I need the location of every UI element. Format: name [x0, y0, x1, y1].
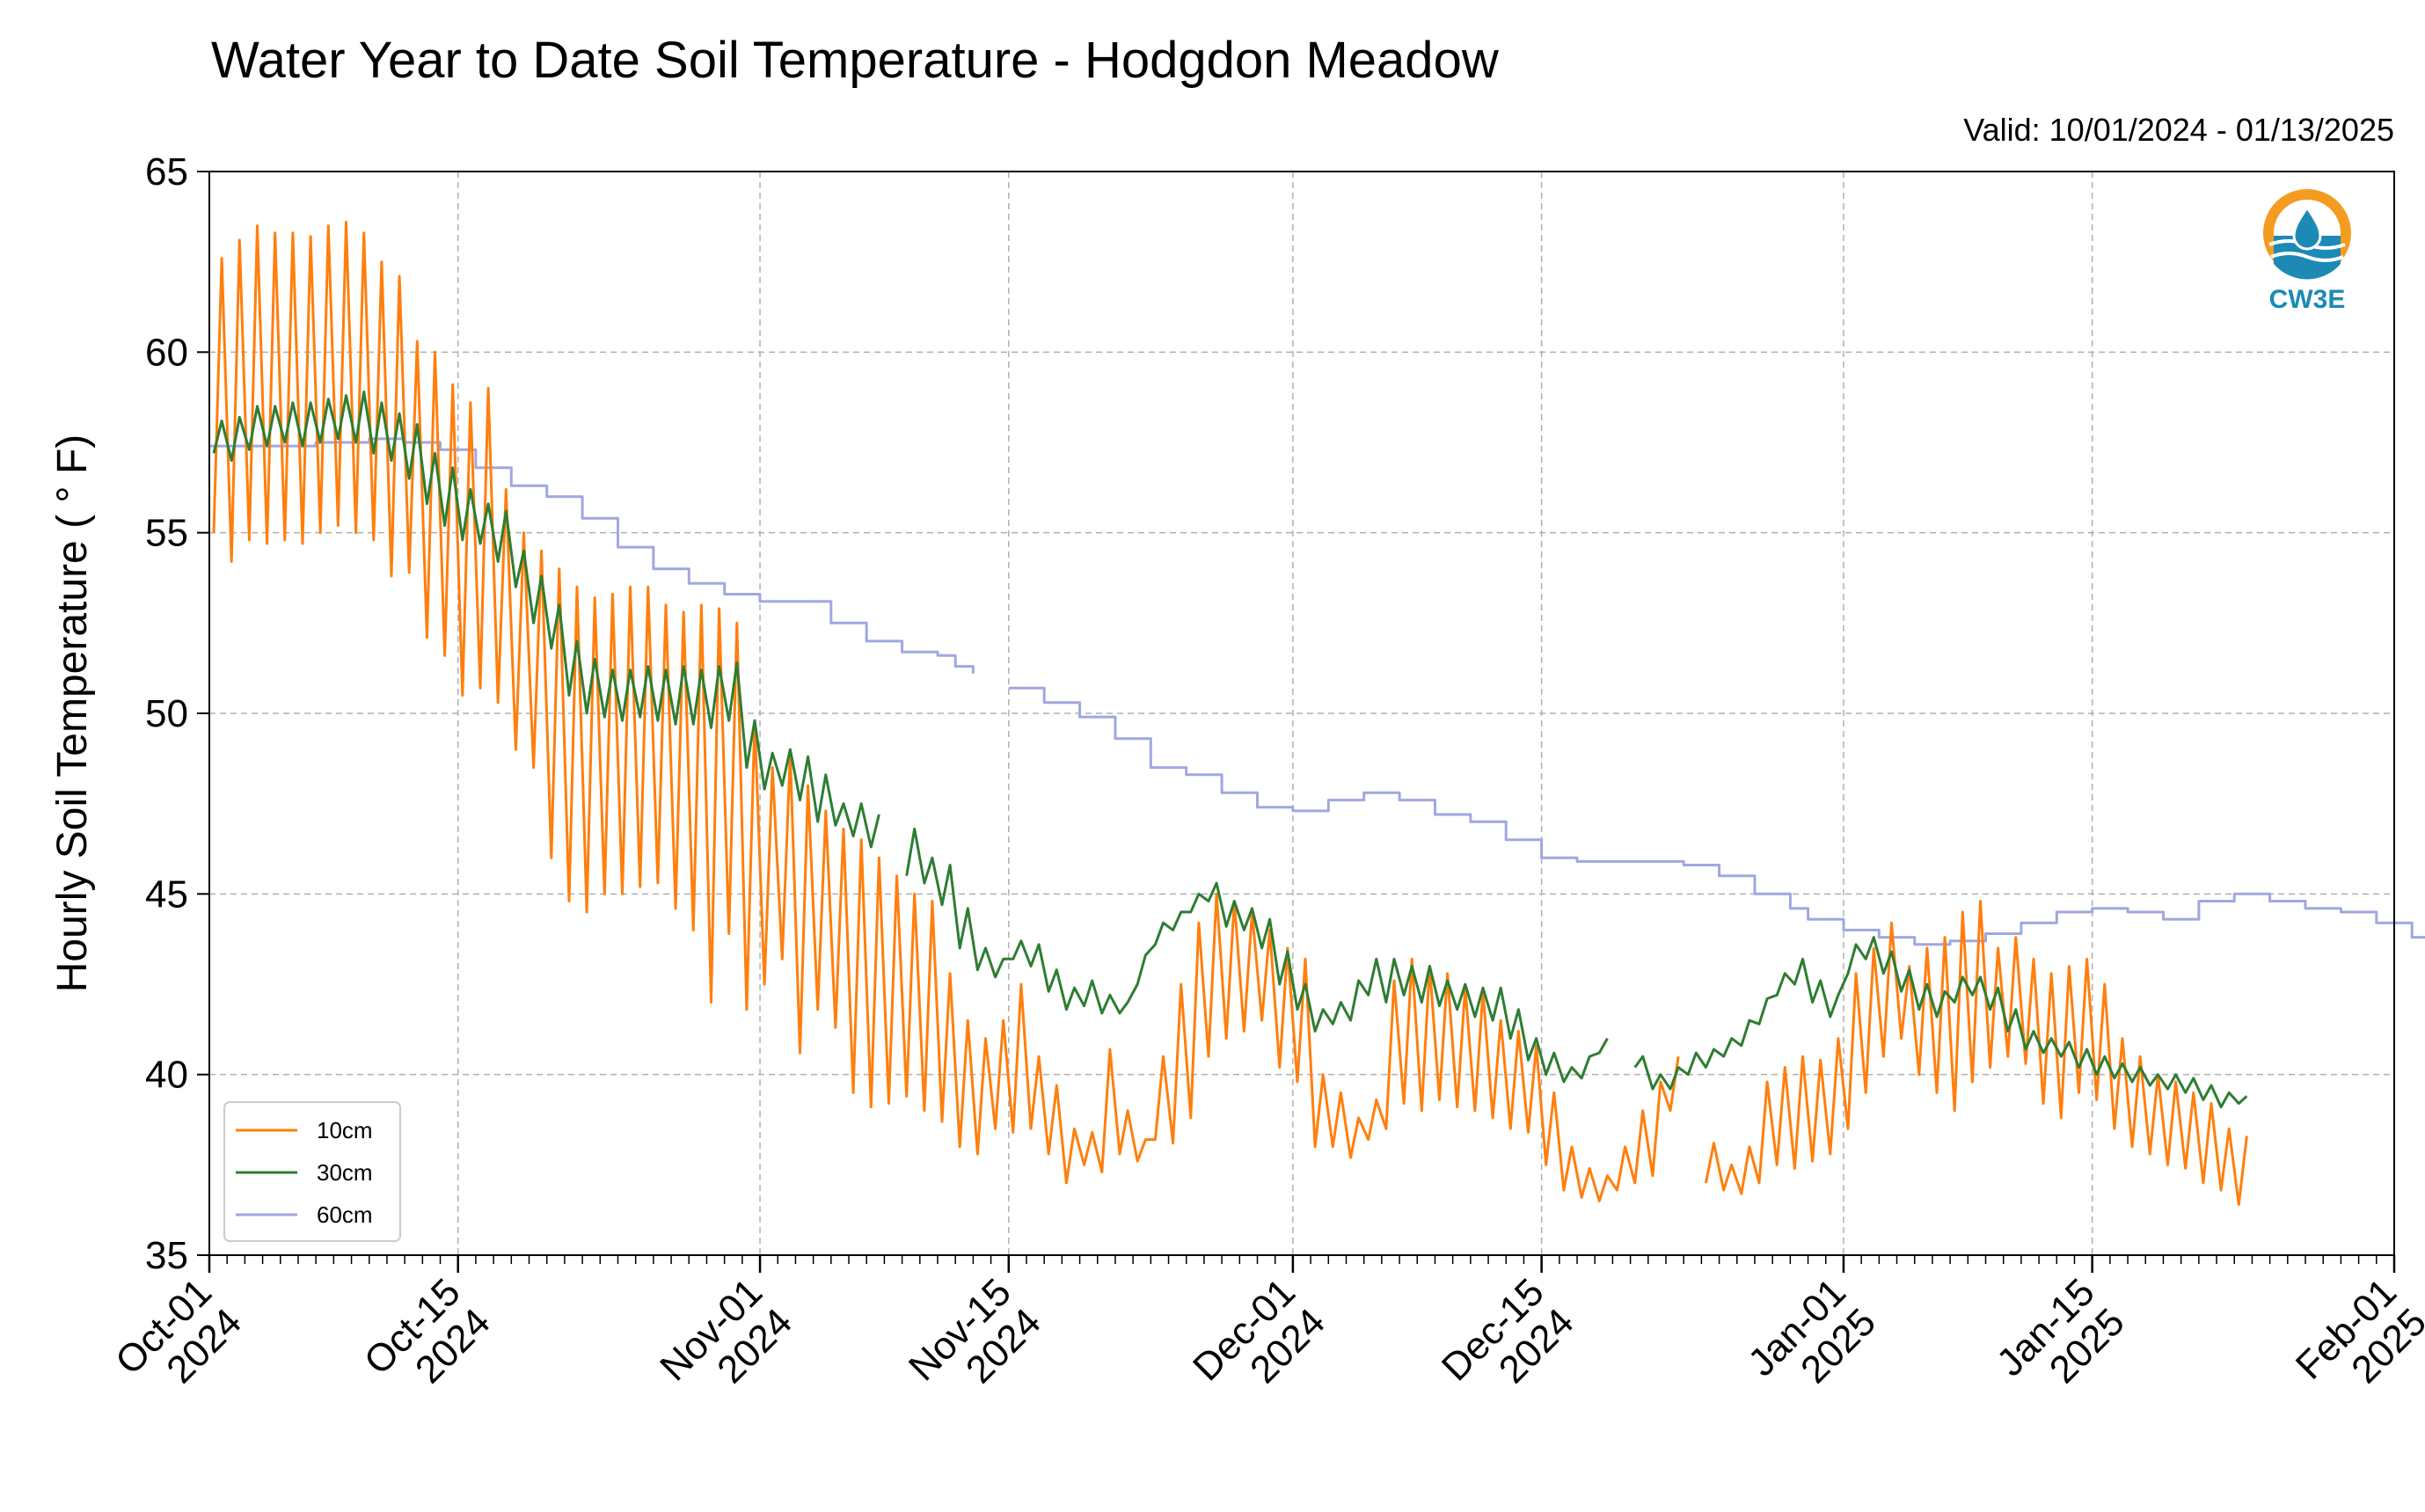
- legend-label-10cm: 10cm: [317, 1117, 373, 1143]
- legend-label-30cm: 30cm: [317, 1159, 373, 1186]
- y-tick-label: 55: [145, 512, 188, 555]
- series-lines: [209, 221, 2425, 1206]
- series-30cm-line: [212, 391, 880, 849]
- series-30cm-line: [1633, 936, 2248, 1109]
- y-tick-label: 40: [145, 1054, 188, 1097]
- chart-title: Water Year to Date Soil Temperature - Ho…: [211, 32, 1500, 89]
- series-10cm-line: [212, 221, 1680, 1202]
- logo-wave-line-2: [2270, 252, 2344, 262]
- cw3e-logo: CW3E: [2263, 189, 2351, 314]
- y-tick-label: 65: [145, 150, 188, 194]
- series-30cm-line: [905, 827, 1609, 1084]
- series-60cm-line: [1008, 686, 2425, 946]
- y-axis-label: Hourly Soil Temperature ( ° F): [49, 435, 96, 993]
- y-tick-label: 50: [145, 692, 188, 735]
- legend-box: [223, 1101, 401, 1242]
- y-axis-ticks: 35 40 45 50 55 60 65: [145, 150, 209, 1277]
- series-10cm-line: [1704, 900, 2248, 1206]
- legend-label-60cm: 60cm: [317, 1202, 373, 1228]
- water-drop-icon: [2292, 205, 2322, 251]
- y-tick-label: 45: [145, 873, 188, 916]
- y-tick-label: 60: [145, 331, 188, 374]
- valid-range-subtitle: Valid: 10/01/2024 - 01/13/2025: [1963, 112, 2394, 148]
- legend: 10cm 30cm 60cm: [223, 1101, 401, 1242]
- y-tick-label: 35: [145, 1234, 188, 1277]
- logo-text: CW3E: [2269, 285, 2346, 314]
